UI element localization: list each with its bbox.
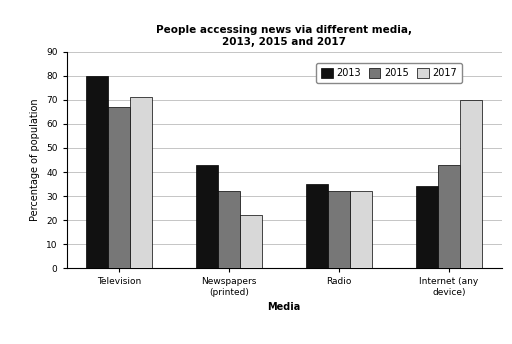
- Bar: [109, 107, 130, 268]
- Title: People accessing news via different media,
2013, 2015 and 2017: People accessing news via different medi…: [156, 25, 412, 47]
- Bar: [240, 215, 262, 268]
- Legend: 2013, 2015, 2017: 2013, 2015, 2017: [316, 63, 462, 83]
- Bar: [460, 100, 482, 268]
- Bar: [438, 165, 460, 268]
- Bar: [350, 191, 372, 268]
- Bar: [328, 191, 350, 268]
- Bar: [87, 76, 109, 268]
- Bar: [218, 191, 240, 268]
- Bar: [306, 184, 328, 268]
- Bar: [130, 97, 152, 268]
- Y-axis label: Percentage of population: Percentage of population: [31, 99, 40, 221]
- Bar: [196, 165, 218, 268]
- X-axis label: Media: Media: [268, 302, 301, 312]
- Bar: [416, 186, 438, 268]
